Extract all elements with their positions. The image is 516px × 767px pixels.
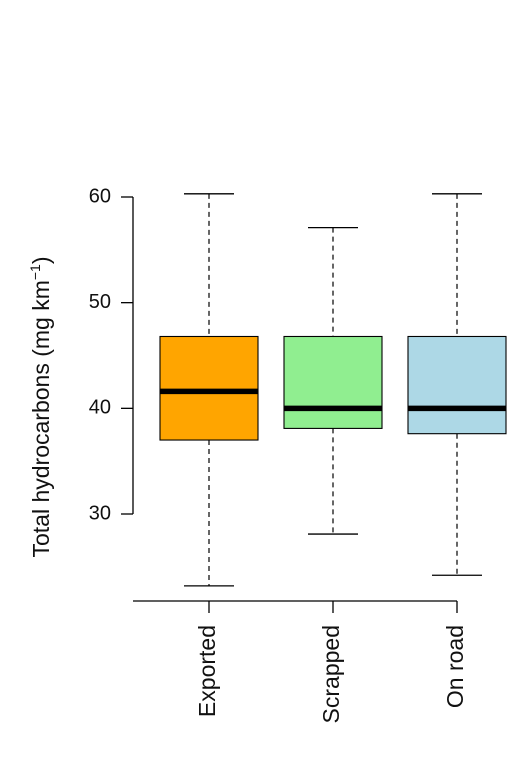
y-tick-label-30: 30 xyxy=(89,502,111,524)
box-exported xyxy=(159,335,259,441)
y-tick-label-40: 40 xyxy=(89,397,111,419)
y-axis-label: Total hydrocarbons (mg km−1) xyxy=(27,256,54,557)
box-scrapped xyxy=(283,335,383,429)
y-tick-label-60: 60 xyxy=(89,185,111,207)
y-axis-label-close: ) xyxy=(28,256,54,264)
y-axis-label-main: Total hydrocarbons (mg km xyxy=(28,280,54,557)
box-on-road xyxy=(407,335,507,435)
x-tick-label-on-road: On road xyxy=(442,625,468,708)
x-tick-label-scrapped: Scrapped xyxy=(318,625,344,723)
y-tick-label-50: 50 xyxy=(89,291,111,313)
y-axis-label-superscript: −1 xyxy=(27,264,43,280)
plot-area: 30 40 50 60 Exported Scrapped On road xyxy=(89,185,507,723)
x-tick-label-exported: Exported xyxy=(194,625,220,717)
